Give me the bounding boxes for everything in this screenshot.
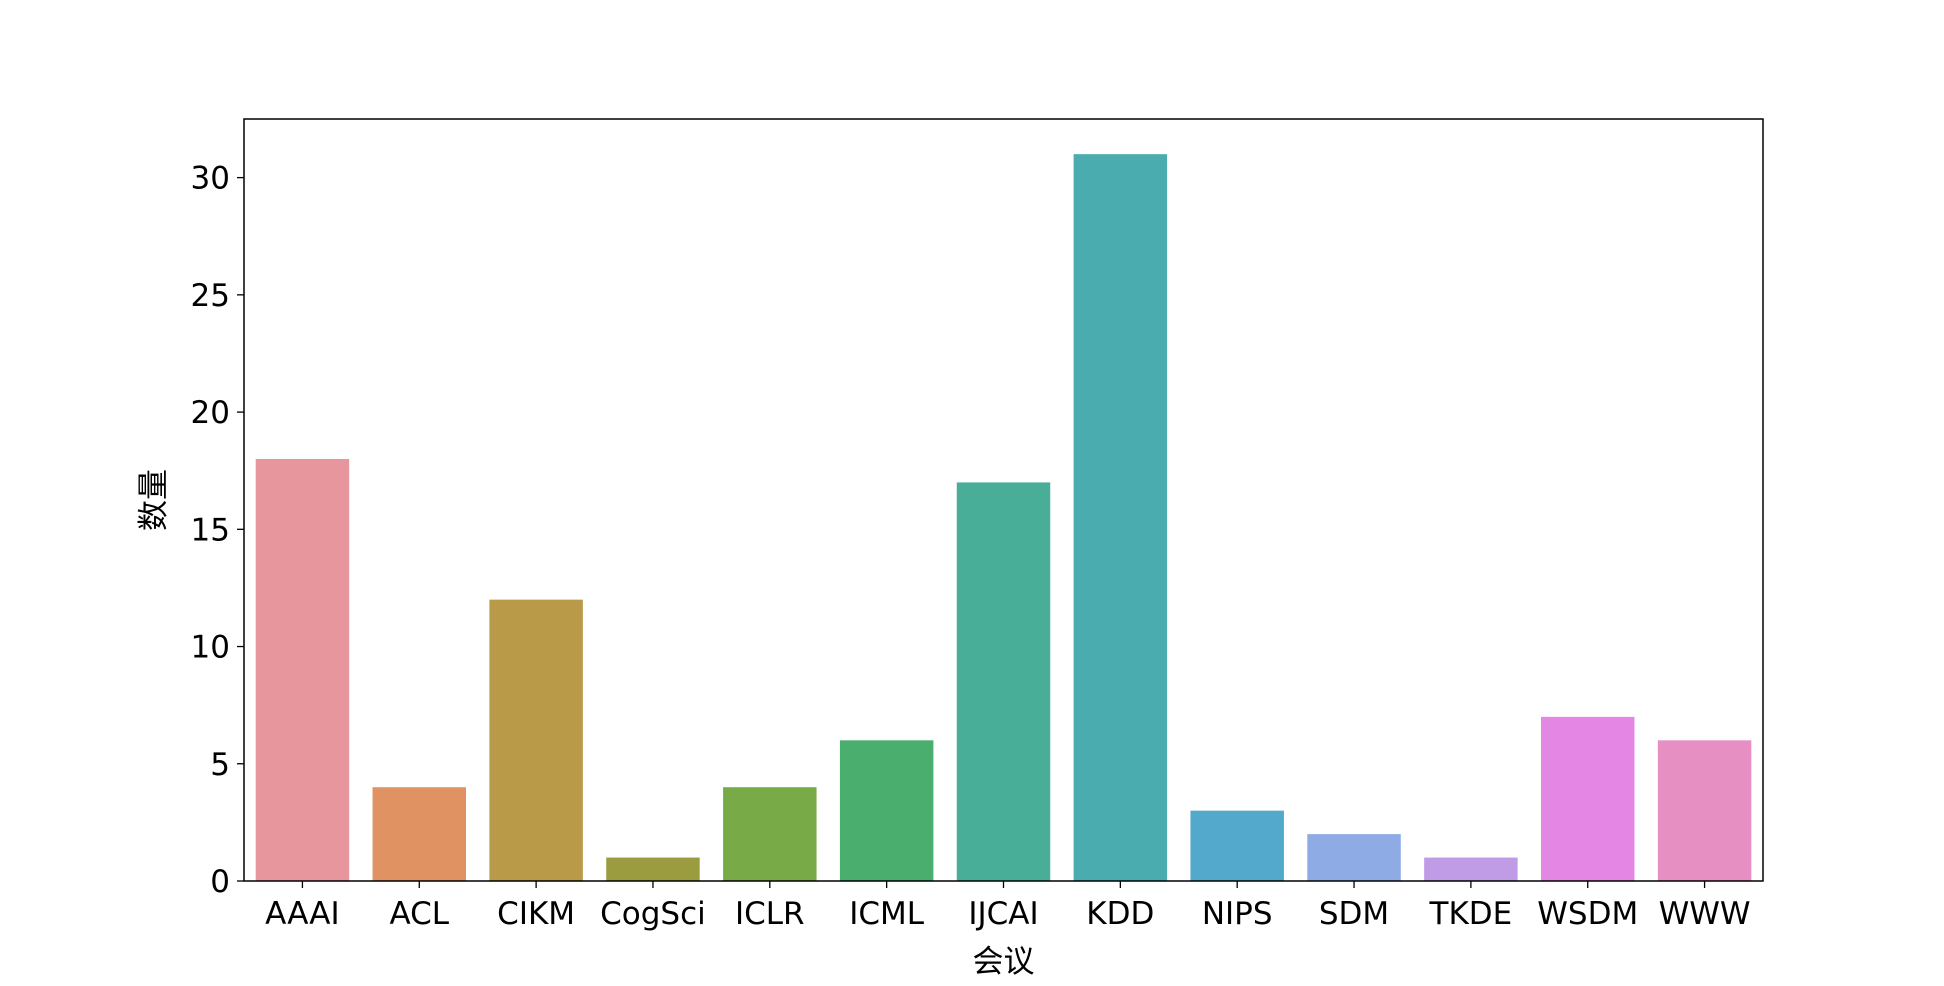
x-tick-label: ACL (389, 896, 449, 932)
bars-layer (255, 154, 1752, 881)
bar-icml (839, 740, 934, 881)
axes-layer: AAAI ACL CIKM CogSci ICLR ICML IJCAI KDD NIPS SDM… (191, 118, 1764, 932)
x-tick-label: TKDE (1429, 896, 1513, 932)
bar-www (1657, 740, 1752, 881)
x-tick-label: ICML (849, 896, 925, 932)
bar-cikm (489, 599, 583, 881)
bar-sdm (1307, 834, 1401, 881)
x-tick-label: CIKM (497, 896, 575, 932)
x-tick-label: WWW (1659, 896, 1751, 932)
x-tick-label: CogSci (600, 896, 706, 932)
y-tick-label: 20 (191, 395, 230, 431)
x-tick-label: IJCAI (968, 896, 1038, 932)
x-tick-label: SDM (1319, 896, 1389, 932)
plot-frame (243, 118, 1764, 882)
x-tick-label: ICLR (735, 896, 805, 932)
x-tick-label: NIPS (1202, 896, 1273, 932)
bar-cogsci (606, 857, 700, 881)
x-tick-label: KDD (1086, 896, 1154, 932)
y-tick-label: 15 (191, 512, 230, 548)
bar-kdd (1073, 154, 1168, 881)
y-tick-label: 0 (210, 864, 230, 900)
bar-aaai (255, 458, 350, 881)
x-axis-label: 会议 (973, 944, 1035, 980)
bar-tkde (1424, 857, 1518, 881)
y-tick-label: 30 (191, 161, 230, 197)
y-tick-label: 25 (191, 278, 230, 314)
y-tick-label: 10 (191, 630, 230, 666)
y-tick-label: 5 (210, 747, 230, 783)
bar-acl (372, 787, 467, 881)
x-tick-label: WSDM (1537, 896, 1638, 932)
bar-wsdm (1540, 716, 1635, 881)
bar-ijcai (956, 482, 1051, 881)
bar-nips (1190, 810, 1284, 881)
bar-iclr (723, 787, 817, 881)
y-axis-label: 数量 (136, 469, 172, 531)
x-tick-label: AAAI (265, 896, 340, 932)
